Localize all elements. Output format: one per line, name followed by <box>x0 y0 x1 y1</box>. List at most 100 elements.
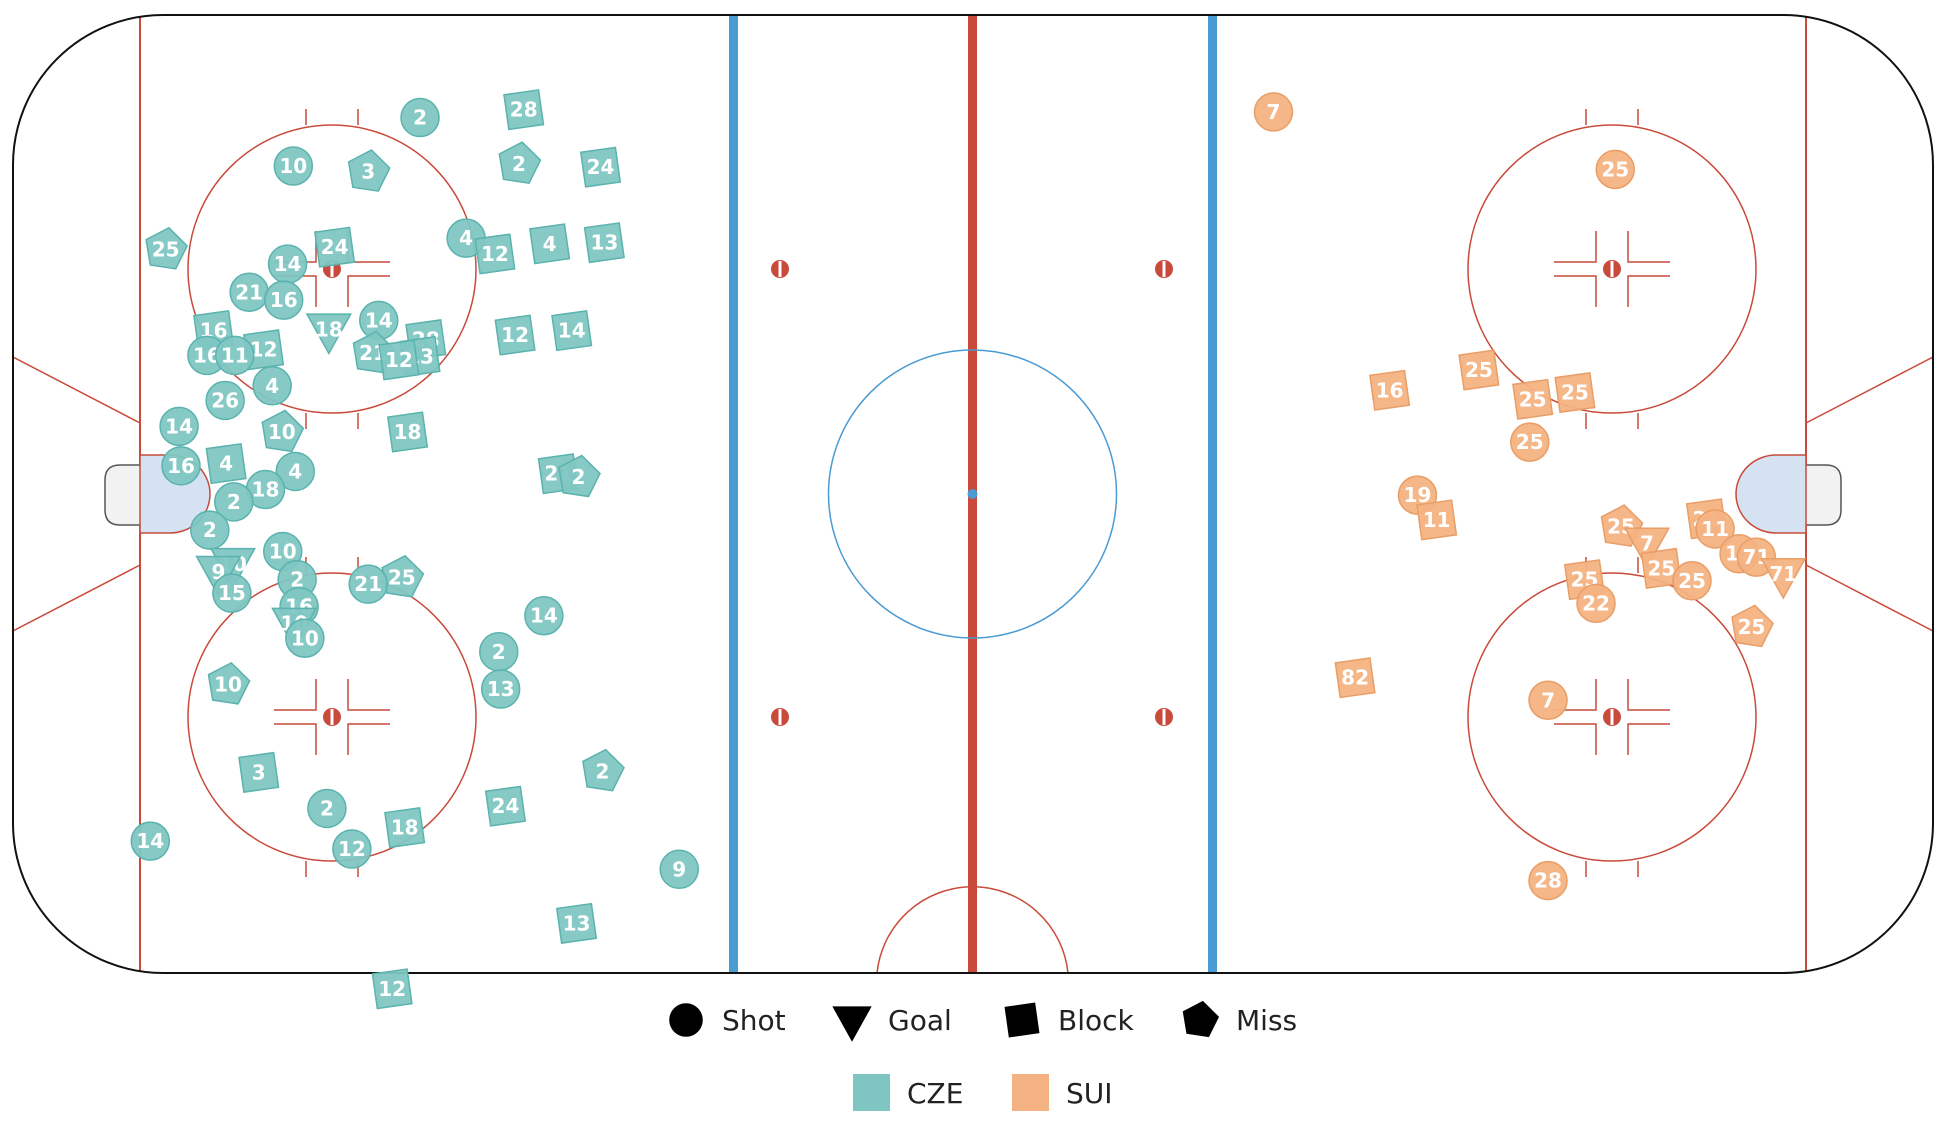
event-marker-shot <box>205 380 245 421</box>
shot-event-shot[interactable]: 14 <box>130 821 171 861</box>
shot-event-shot[interactable]: 2 <box>479 632 519 672</box>
player-number-label: 4 <box>265 374 279 398</box>
event-marker-shot <box>1528 860 1568 901</box>
legend-label: Goal <box>888 1004 952 1037</box>
shot-event-shot[interactable]: 21 <box>229 272 269 313</box>
shot-event-shot[interactable]: 7 <box>1253 92 1294 132</box>
shot-event-shot[interactable]: 9 <box>659 849 699 890</box>
shot-event-shot[interactable]: 21 <box>348 564 388 604</box>
legend-item-miss[interactable]: Miss <box>1182 1000 1298 1038</box>
shot-event-block[interactable]: 18 <box>386 411 429 453</box>
legend-item-goal[interactable]: Goal <box>832 1004 952 1042</box>
shot-event-shot[interactable]: 10 <box>285 618 325 659</box>
shot-event-block[interactable]: 24 <box>579 146 622 188</box>
shot-event-block[interactable]: 11 <box>1416 499 1458 541</box>
shot-event-shot[interactable]: 4 <box>446 218 486 258</box>
shot-event-shot[interactable]: 11 <box>215 335 255 376</box>
shot-event-shot[interactable]: 25 <box>1672 561 1712 601</box>
net-right <box>1806 464 1842 526</box>
shot-event-block[interactable]: 24 <box>484 785 527 827</box>
shot-event-shot[interactable]: 7 <box>1528 680 1568 721</box>
shot-event-block[interactable]: 13 <box>555 902 598 944</box>
shot-event-miss[interactable]: 2 <box>558 454 601 498</box>
player-number-label: 4 <box>543 232 557 256</box>
player-number-label: 18 <box>394 420 422 444</box>
player-number-label: 7 <box>1640 532 1654 556</box>
legend-label: CZE <box>907 1077 963 1110</box>
shot-event-block[interactable]: 18 <box>384 807 426 849</box>
shot-event-miss[interactable]: 2 <box>498 141 542 184</box>
shot-event-shot[interactable]: 12 <box>332 829 372 869</box>
shot-event-miss[interactable]: 10 <box>207 661 251 705</box>
legend-item-block[interactable]: Block <box>1004 1002 1135 1038</box>
shot-event-shot[interactable]: 2 <box>214 482 254 522</box>
shot-event-block[interactable]: 25 <box>1512 378 1554 420</box>
faceoff-circle <box>1467 109 1757 429</box>
shot-event-miss[interactable]: 10 <box>261 409 305 453</box>
legend-marker-triangle <box>832 1006 872 1042</box>
shot-event-block[interactable]: 13 <box>583 222 625 264</box>
shot-event-block[interactable]: 4 <box>205 442 247 485</box>
shot-event-miss[interactable]: 25 <box>145 226 189 270</box>
player-number-label: 25 <box>1465 358 1493 382</box>
shot-event-block[interactable]: 12 <box>494 314 536 356</box>
shot-event-shot[interactable]: 14 <box>267 244 308 284</box>
shot-event-block[interactable]: 3 <box>238 751 280 793</box>
shot-event-block[interactable]: 24 <box>314 226 356 268</box>
shot-event-block[interactable]: 4 <box>529 223 571 265</box>
shot-event-shot[interactable]: 14 <box>159 406 199 447</box>
shot-event-block[interactable]: 25 <box>1458 349 1500 391</box>
shot-event-shot[interactable]: 16 <box>263 280 304 320</box>
shot-event-shot[interactable]: 18 <box>245 469 286 510</box>
shot-event-block[interactable]: 14 <box>551 309 593 352</box>
shot-event-shot[interactable]: 28 <box>1528 860 1568 901</box>
shot-event-block[interactable]: 16 <box>1369 369 1411 411</box>
legend-item-cze[interactable]: CZE <box>853 1074 963 1111</box>
shot-event-miss[interactable]: 2 <box>582 748 625 792</box>
event-marker-block <box>555 902 598 944</box>
shot-event-shot[interactable]: 25 <box>1595 149 1635 190</box>
shot-event-goal[interactable]: 18 <box>305 313 352 356</box>
shot-event-block[interactable]: 12 <box>371 968 413 1010</box>
event-marker-shot <box>307 788 347 829</box>
player-number-label: 14 <box>274 252 302 276</box>
shot-event-shot[interactable]: 16 <box>161 446 201 486</box>
shot-event-block[interactable]: 25 <box>1554 371 1596 414</box>
shot-event-shot[interactable]: 10 <box>273 146 314 186</box>
shot-event-shot[interactable]: 22 <box>1576 583 1616 624</box>
shot-event-goal[interactable]: 7 <box>1623 527 1671 570</box>
shot-event-shot[interactable]: 4 <box>275 451 315 492</box>
shot-event-shot[interactable]: 11 <box>1695 509 1735 549</box>
shot-event-block[interactable]: 12 <box>474 233 516 275</box>
faceoff-circles <box>187 109 1757 877</box>
legend-item-sui[interactable]: SUI <box>1012 1074 1113 1111</box>
trapezoid-line <box>1805 356 1933 424</box>
shot-event-block[interactable]: 12 <box>378 339 420 381</box>
shot-event-shot[interactable]: 2 <box>190 510 230 550</box>
shot-event-goal[interactable]: 71 <box>1760 557 1807 600</box>
shot-event-block[interactable]: 82 <box>1334 657 1376 699</box>
shot-event-shot[interactable]: 4 <box>252 366 292 406</box>
event-marker-shot <box>1595 149 1635 190</box>
legend-marker-pentagon <box>1182 1000 1220 1038</box>
shot-event-shot[interactable]: 2 <box>307 788 347 829</box>
player-number-label: 2 <box>203 518 217 542</box>
legend-item-shot[interactable]: Shot <box>669 1003 786 1037</box>
shot-event-shot[interactable]: 13 <box>480 669 521 709</box>
shot-event-shot[interactable]: 14 <box>524 595 564 636</box>
shot-event-shot[interactable]: 2 <box>400 97 440 138</box>
player-number-label: 13 <box>563 911 591 935</box>
event-marker-miss <box>582 748 625 792</box>
shot-event-block[interactable]: 28 <box>503 89 545 131</box>
player-number-label: 24 <box>587 155 615 179</box>
shot-event-shot[interactable]: 16 <box>187 335 227 376</box>
shot-event-block[interactable]: 25 <box>1640 547 1682 589</box>
shot-event-shot[interactable]: 15 <box>212 573 252 613</box>
shot-event-shot[interactable]: 26 <box>205 380 245 421</box>
shot-event-miss[interactable]: 3 <box>347 149 391 192</box>
shot-event-miss[interactable]: 25 <box>1731 604 1775 648</box>
shot-event-miss[interactable]: 25 <box>381 554 425 598</box>
shot-event-shot[interactable]: 25 <box>1510 422 1550 462</box>
player-number-label: 10 <box>269 539 297 563</box>
player-number-label: 12 <box>501 323 529 347</box>
